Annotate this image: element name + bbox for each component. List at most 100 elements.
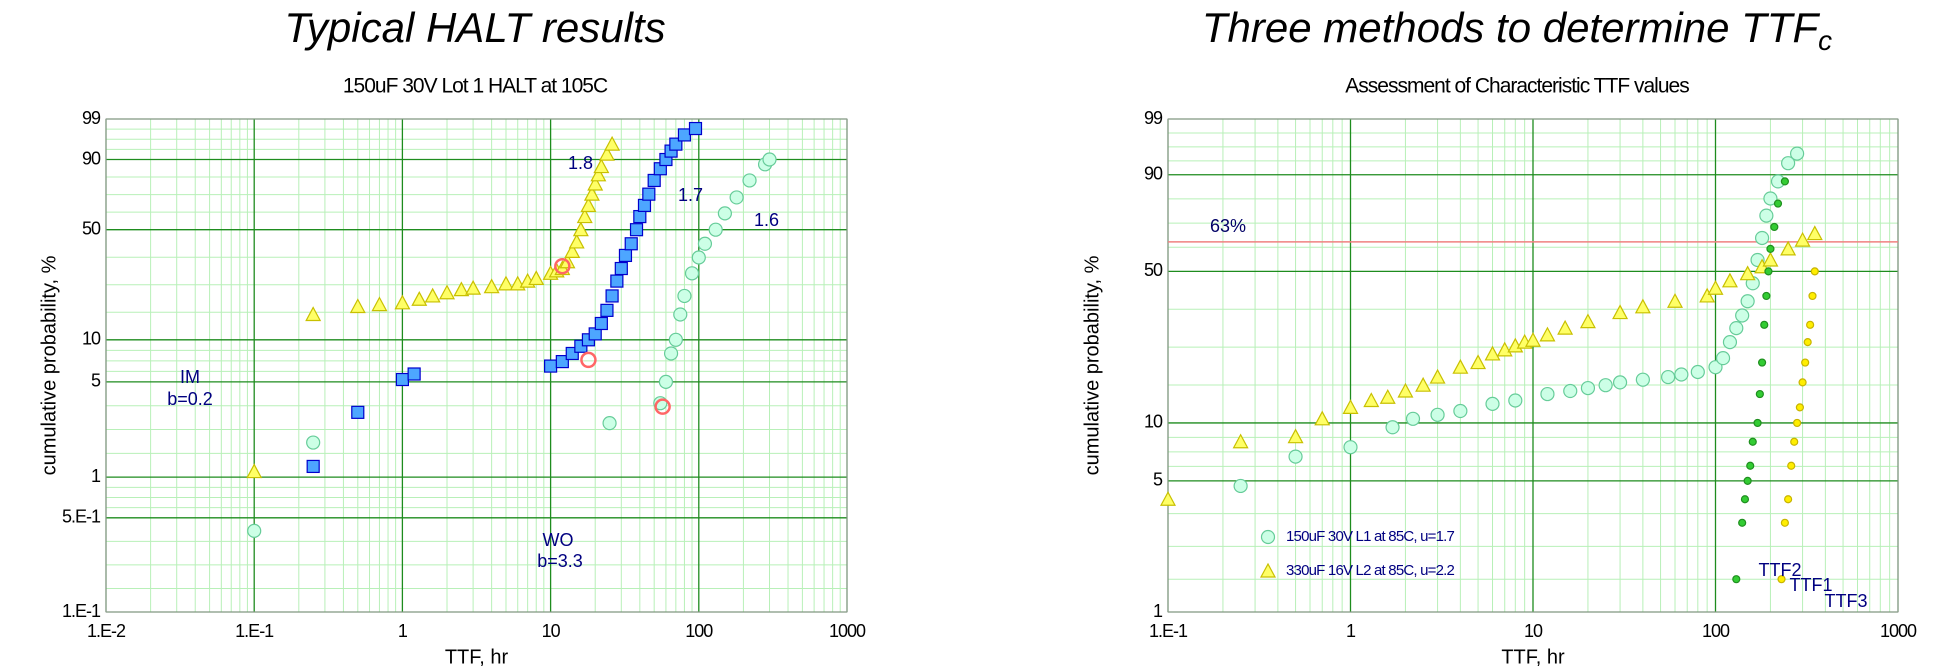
data-point <box>1810 267 1819 276</box>
y-tick-label: 50 <box>1144 260 1163 280</box>
data-point <box>637 198 652 213</box>
data-point <box>528 270 545 286</box>
data-point <box>668 332 683 347</box>
data-point <box>1746 461 1755 470</box>
data-point <box>677 288 692 304</box>
y-tick-label: 10 <box>82 329 101 349</box>
series-label: 1.7 <box>678 185 703 205</box>
data-point <box>1708 360 1723 375</box>
data-point <box>1524 332 1542 347</box>
data-point <box>1540 386 1555 402</box>
data-point <box>1787 461 1796 470</box>
data-point <box>1598 378 1613 393</box>
data-point <box>697 236 713 251</box>
data-point <box>1470 354 1487 370</box>
y-tick-label: 1.E-1 <box>62 601 101 621</box>
data-point <box>1721 272 1738 288</box>
x-tick-label: 1 <box>398 621 408 641</box>
data-point <box>246 463 263 479</box>
data-point <box>1635 372 1650 387</box>
data-point <box>647 173 661 188</box>
annotation: b=0.2 <box>167 389 213 409</box>
data-point <box>1762 291 1771 301</box>
data-point <box>580 197 597 213</box>
x-tick-label: 1.E-1 <box>1149 621 1188 641</box>
data-point <box>1342 399 1359 414</box>
data-point <box>1794 231 1811 247</box>
data-point <box>1405 411 1421 426</box>
data-point <box>572 221 589 237</box>
data-point <box>1739 265 1756 281</box>
data-point <box>1484 345 1501 361</box>
data-point <box>1667 292 1684 308</box>
series-label: 1.8 <box>568 153 593 173</box>
data-point <box>568 233 585 249</box>
y-tick-label: 1 <box>91 466 101 486</box>
data-point <box>483 278 500 294</box>
x-tick-label: 100 <box>685 621 713 641</box>
y-tick-label: 10 <box>1144 412 1163 432</box>
legend-marker <box>1260 529 1276 545</box>
data-point <box>590 166 607 182</box>
data-point <box>407 367 421 381</box>
data-point <box>717 206 732 221</box>
data-point <box>1740 495 1750 504</box>
annotation: TTF3 <box>1825 591 1868 611</box>
data-point <box>1430 407 1445 422</box>
data-point <box>1233 478 1248 494</box>
annotation: b=3.3 <box>537 551 583 571</box>
data-point <box>1806 320 1815 329</box>
data-point <box>1780 240 1797 256</box>
data-point <box>1699 287 1716 303</box>
data-point <box>1757 358 1767 367</box>
data-point <box>1557 319 1574 335</box>
reference-label: 63% <box>1210 216 1246 236</box>
data-point <box>1780 177 1789 186</box>
y-tick-label: 50 <box>82 218 101 238</box>
data-point <box>673 307 688 322</box>
data-point <box>604 135 621 151</box>
data-point <box>602 416 617 431</box>
data-point <box>1766 244 1775 254</box>
annotation: IM <box>180 367 200 387</box>
data-point <box>1781 156 1796 171</box>
series-label: 1.6 <box>754 210 779 230</box>
data-point <box>1801 358 1810 367</box>
data-point <box>624 237 638 251</box>
data-point <box>1738 518 1747 527</box>
data-point <box>1343 440 1358 455</box>
data-point <box>633 209 647 224</box>
annotation: TTF2 <box>1759 560 1802 580</box>
x-tick-label: 10 <box>542 621 561 641</box>
data-point <box>1806 225 1823 241</box>
data-point <box>349 298 366 314</box>
data-point <box>691 250 706 265</box>
data-point <box>1579 313 1596 329</box>
data-point <box>1288 449 1303 464</box>
data-point <box>554 257 571 275</box>
data-point <box>1795 403 1804 412</box>
data-point <box>306 435 321 450</box>
data-point <box>1780 518 1789 527</box>
data-point <box>663 346 679 361</box>
data-point <box>708 222 723 237</box>
data-point <box>629 223 644 237</box>
data-point <box>424 287 441 303</box>
data-point <box>1232 433 1249 449</box>
data-point <box>593 158 610 174</box>
data-point <box>1612 304 1629 320</box>
data-point <box>465 279 482 295</box>
data-point <box>305 306 322 322</box>
data-point <box>395 372 409 387</box>
data-point <box>1755 389 1764 399</box>
plot-frame <box>105 118 848 613</box>
data-point <box>618 248 633 263</box>
data-point <box>642 187 656 201</box>
data-point <box>1764 267 1773 276</box>
data-point <box>1793 418 1802 428</box>
x-tick-label: 1000 <box>1880 621 1917 641</box>
data-point <box>1612 375 1628 390</box>
chart-title: Typical HALT results <box>284 4 665 51</box>
data-point <box>1453 403 1468 419</box>
chart-title: Three methods to determine TTFc <box>1202 4 1832 56</box>
